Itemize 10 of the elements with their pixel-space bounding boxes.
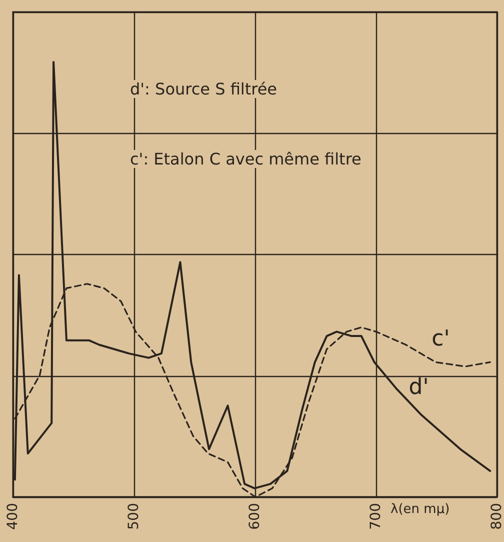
x-tick-label: 500	[126, 503, 142, 530]
x-tick-label: 600	[247, 503, 263, 530]
series-label: d'	[408, 374, 429, 400]
x-axis-title: λ(en mμ)	[390, 502, 450, 517]
x-tick-label: 400	[5, 503, 21, 530]
annotation: d': Source S filtrée	[130, 80, 278, 98]
x-tick-label: 800	[489, 503, 504, 530]
series-label: c'	[432, 326, 450, 352]
x-tick-label: 700	[368, 503, 384, 530]
annotation: c': Etalon C avec même filtre	[130, 150, 362, 168]
